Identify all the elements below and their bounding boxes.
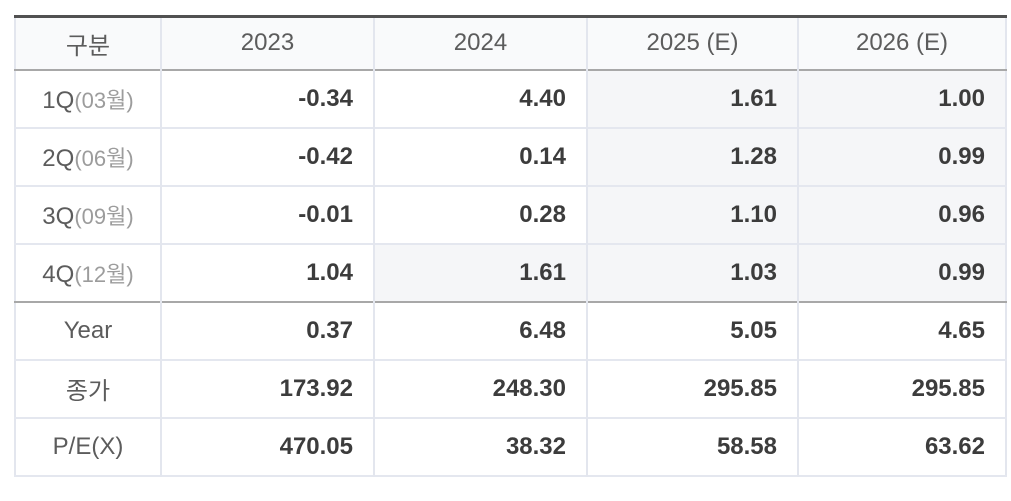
cell-pe-2025e: 58.58 (586, 417, 798, 476)
row-label-main: Year (63, 316, 113, 344)
row-label-pe: P/E(X) (15, 417, 161, 476)
table-row-4q: 4Q(12월) 1.04 1.61 1.03 0.99 (15, 243, 1006, 302)
cell-2q-2025e: 1.28 (586, 127, 798, 186)
row-label-main: 4Q (42, 260, 75, 288)
row-label-main: 3Q (42, 202, 75, 230)
row-label-sub: (09월) (74, 203, 134, 229)
cell-4q-2026e: 0.99 (797, 243, 1006, 302)
cell-2q-2024: 0.14 (373, 127, 587, 186)
cell-year-2026e: 4.65 (797, 301, 1006, 360)
quarterly-financials-table: 구분 2023 2024 2025 (E) 2026 (E) 1Q(03월) -… (14, 15, 1007, 477)
row-label-main: 종가 (65, 378, 111, 405)
table-row-close-price: 종가 173.92 248.30 295.85 295.85 (15, 359, 1006, 418)
quarterly-financials-table-container: 구분 2023 2024 2025 (E) 2026 (E) 1Q(03월) -… (14, 15, 1007, 477)
cell-4q-2024: 1.61 (373, 243, 587, 302)
column-header-2026e: 2026 (E) (797, 16, 1006, 70)
row-label-main: 1Q (42, 86, 75, 114)
column-header-2025e: 2025 (E) (586, 16, 798, 70)
cell-2q-2026e: 0.99 (797, 127, 1006, 186)
table-row-3q: 3Q(09월) -0.01 0.28 1.10 0.96 (15, 185, 1006, 244)
column-header-gubun: 구분 (15, 16, 161, 70)
cell-1q-2024: 4.40 (373, 69, 587, 128)
cell-year-2025e: 5.05 (586, 301, 798, 360)
cell-year-2023: 0.37 (160, 301, 374, 360)
table-row-2q: 2Q(06월) -0.42 0.14 1.28 0.99 (15, 127, 1006, 186)
cell-2q-2023: -0.42 (160, 127, 374, 186)
cell-3q-2024: 0.28 (373, 185, 587, 244)
table-row-pe: P/E(X) 470.05 38.32 58.58 63.62 (15, 417, 1006, 476)
cell-year-2024: 6.48 (373, 301, 587, 360)
table-row-year: Year 0.37 6.48 5.05 4.65 (15, 301, 1006, 360)
row-label-main: P/E(X) (52, 432, 124, 460)
row-label-1q: 1Q(03월) (15, 69, 161, 128)
cell-1q-2025e: 1.61 (586, 69, 798, 128)
row-label-3q: 3Q(09월) (15, 185, 161, 244)
cell-3q-2023: -0.01 (160, 185, 374, 244)
row-label-sub: (03월) (74, 87, 134, 113)
cell-pe-2023: 470.05 (160, 417, 374, 476)
cell-3q-2026e: 0.96 (797, 185, 1006, 244)
cell-close-2026e: 295.85 (797, 359, 1006, 418)
cell-close-2025e: 295.85 (586, 359, 798, 418)
cell-4q-2023: 1.04 (160, 243, 374, 302)
cell-pe-2024: 38.32 (373, 417, 587, 476)
cell-close-2023: 173.92 (160, 359, 374, 418)
row-label-4q: 4Q(12월) (15, 243, 161, 302)
row-label-main: 2Q (42, 144, 75, 172)
row-label-year: Year (15, 301, 161, 360)
cell-close-2024: 248.30 (373, 359, 587, 418)
row-label-sub: (06월) (74, 145, 134, 171)
cell-1q-2023: -0.34 (160, 69, 374, 128)
cell-pe-2026e: 63.62 (797, 417, 1006, 476)
cell-3q-2025e: 1.10 (586, 185, 798, 244)
cell-1q-2026e: 1.00 (797, 69, 1006, 128)
cell-4q-2025e: 1.03 (586, 243, 798, 302)
row-label-sub: (12월) (74, 261, 134, 287)
column-header-2023: 2023 (160, 16, 374, 70)
table-row-1q: 1Q(03월) -0.34 4.40 1.61 1.00 (15, 69, 1006, 128)
row-label-2q: 2Q(06월) (15, 127, 161, 186)
row-label-close-price: 종가 (15, 359, 161, 418)
header-row: 구분 2023 2024 2025 (E) 2026 (E) (15, 16, 1006, 70)
column-header-2024: 2024 (373, 16, 587, 70)
